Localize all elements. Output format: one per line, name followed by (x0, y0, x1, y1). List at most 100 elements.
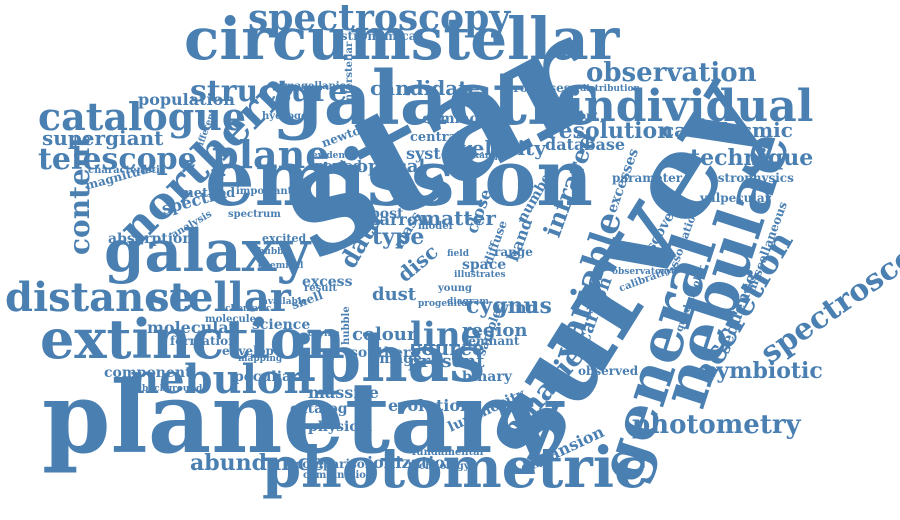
cloud-word-velocity: velocity (460, 136, 546, 160)
cloud-word-extinction: extinction (40, 307, 345, 371)
cloud-word-illustrates: illustrates (454, 270, 506, 280)
cloud-word-type: type (372, 224, 425, 250)
cloud-word-space: space (462, 257, 507, 273)
cloud-word-photometric: photometric (262, 435, 649, 501)
cloud-word-circumstellar: circumstellar (184, 5, 620, 73)
cloud-word-image: image (374, 351, 422, 367)
cloud-word-bubble: bubble (258, 247, 293, 257)
cloud-word-narrow: narrow (368, 210, 432, 229)
cloud-word-catalog: catalog (290, 401, 348, 417)
cloud-word-stellar: stellar (147, 274, 291, 321)
cloud-word-available: available (262, 297, 307, 307)
cloud-word-supergiant: supergiant (42, 126, 164, 150)
cloud-word-line: line (410, 315, 483, 355)
cloud-word-galactic: galactic (272, 56, 601, 142)
cloud-word-vulpecular: vulpecular (700, 191, 771, 205)
cloud-word-characteristic: characteristic (88, 165, 166, 176)
cloud-word-region: region (462, 320, 528, 341)
cloud-word-telescope: telescope (38, 142, 197, 177)
cloud-word-science: science (252, 317, 311, 333)
cloud-word-database: database (545, 135, 626, 154)
cloud-word-observation: observation (586, 58, 757, 88)
cloud-word-population: population (138, 90, 235, 109)
cloud-word-formation: formation (170, 334, 237, 348)
cloud-word-molecule: molecule (205, 314, 256, 325)
cloud-word-hydrogen: hydrogen (262, 111, 315, 122)
cloud-word-fundamental: fundamental (412, 447, 484, 458)
cloud-word-chemical: chemical (258, 261, 304, 271)
cloud-word-distance: distance (5, 274, 194, 321)
cloud-word-cataclysmic: cataclysmic (662, 118, 793, 142)
cloud-word-common: common (422, 111, 490, 127)
cloud-word-progenitor: progenitor (418, 299, 472, 309)
cloud-word-abundance: abundance (190, 450, 325, 476)
cloud-word-wind: wind (495, 298, 538, 317)
cloud-word-range: range (494, 245, 533, 259)
cloud-word-present: present (408, 351, 485, 372)
cloud-word-evidence: evidence (312, 151, 357, 161)
cloud-word-interstellar: interstellar (344, 41, 355, 105)
cloud-word-combination: combination (303, 470, 374, 481)
cloud-word-structure: structure (190, 74, 348, 109)
cloud-word-resolution: resolution (547, 118, 674, 144)
cloud-word-remnant: remnant (462, 334, 520, 348)
cloud-word-carina: carina (308, 329, 340, 339)
cloud-word-diagram: diagram (447, 297, 489, 307)
cloud-word-catalogue: catalogue (38, 94, 247, 139)
cloud-word-ionization: ionization (367, 453, 457, 472)
cloud-word-parameter: parameter (612, 171, 683, 185)
cloud-word-comparison: comparison (295, 457, 374, 471)
cloud-word-observed: observed (578, 364, 639, 378)
cloud-word-excited: excited (262, 232, 307, 245)
cloud-word-component: component (104, 365, 192, 381)
cloud-word-method: method (180, 186, 236, 201)
cloud-word-dust: dust (372, 284, 417, 305)
cloud-word-reveal: reveal (296, 199, 331, 210)
cloud-word-optical: optical (356, 156, 426, 177)
cloud-word-matter: matter (420, 206, 496, 230)
cloud-word-planetary: planetary (42, 361, 563, 476)
cloud-word-symbiotic: symbiotic (704, 358, 823, 384)
cloud-word-cygnus: cygnus (466, 293, 552, 319)
cloud-word-distribution: distribution (580, 84, 641, 94)
cloud-word-central: central (410, 130, 462, 145)
cloud-word-magellanic: magellanic (284, 81, 346, 92)
cloud-word-molecular: molecular (147, 318, 238, 337)
cloud-word-observatory: observatory (612, 267, 672, 277)
cloud-word-astrophysics: astrophysics (710, 171, 794, 185)
cloud-word-field: field (447, 249, 469, 259)
cloud-word-example: example (468, 151, 510, 161)
cloud-word-binary: binary (462, 369, 512, 385)
cloud-word-mapping: mapping (238, 354, 283, 364)
cloud-word-period: period (315, 159, 362, 174)
cloud-word-consistent: consistent (540, 111, 598, 122)
cloud-word-result: result (304, 283, 337, 294)
cloud-word-iphas: iphas (292, 322, 486, 397)
cloud-word-absorption: absorption (108, 231, 193, 247)
cloud-word-peculiar: peculiar (234, 369, 299, 385)
cloud-word-nebulon: nebulon (130, 356, 313, 403)
cloud-word-southern: southern (350, 345, 421, 361)
cloud-word-astronomical: astronomical (333, 29, 422, 43)
cloud-word-important: important (236, 186, 293, 197)
cloud-word-colour: colour (352, 324, 417, 345)
cloud-word-content: content (63, 134, 96, 255)
cloud-word-background: background (142, 384, 203, 394)
cloud-word-young: young (438, 283, 473, 294)
cloud-word-emission: emission (205, 133, 593, 224)
cloud-word-schematic: schematic (220, 304, 272, 314)
cloud-word-system: system (406, 144, 468, 163)
cloud-word-excess: excess (302, 274, 353, 290)
cloud-word-envelope: envelope (222, 344, 282, 358)
cloud-word-candidate: candidate (370, 76, 481, 100)
cloud-word-hubble: hubble (341, 306, 352, 345)
cloud-word-source: source (410, 336, 485, 360)
cloud-word-plane: plane (212, 132, 330, 177)
cloud-word-processes: processes (505, 81, 571, 95)
cloud-word-individual: individual (567, 81, 814, 132)
cloud-word-spectrum: spectrum (228, 209, 281, 220)
cloud-word-evolution: evolution (388, 396, 472, 415)
cloud-word-post: post (370, 206, 404, 222)
cloud-word-galaxy: galaxy (104, 217, 311, 285)
